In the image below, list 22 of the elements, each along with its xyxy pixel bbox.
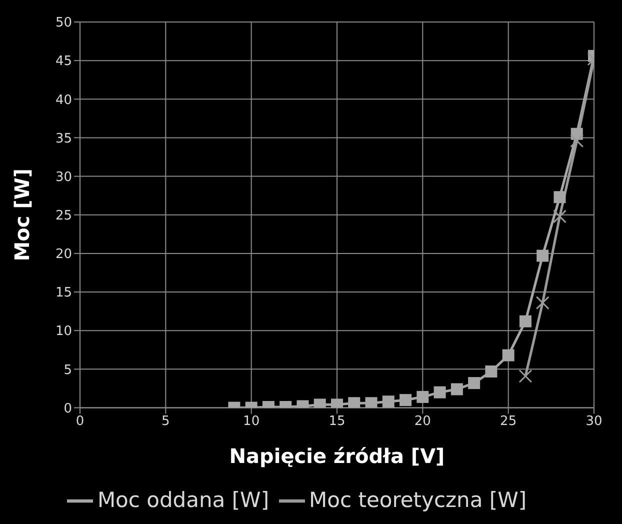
x-tick-label: 25	[500, 414, 517, 429]
x-tick-label: 0	[76, 414, 84, 429]
y-tick-label: 15	[55, 286, 72, 301]
x-tick-label: 20	[414, 414, 431, 429]
y-tick-label: 5	[64, 362, 72, 378]
y-tick-label: 0	[64, 401, 72, 416]
legend-label: Moc oddana [W]	[97, 488, 270, 512]
y-tick-label: 40	[55, 92, 72, 108]
y-tick-label: 50	[55, 16, 72, 31]
y-tick-label: 20	[55, 247, 72, 262]
y-tick-label: 35	[55, 131, 72, 146]
x-tick-label: 15	[328, 414, 346, 429]
y-tick-label: 10	[55, 324, 72, 340]
y-tick-label: 45	[55, 54, 72, 70]
y-axis-title: Moc [W]	[10, 168, 34, 262]
y-tick-label: 30	[55, 170, 72, 185]
x-axis-title: Napięcie źródła [V]	[229, 444, 445, 468]
x-tick-label: 30	[586, 414, 602, 429]
legend-label: Moc teoretyczna [W]	[309, 488, 527, 512]
y-tick-label: 25	[55, 208, 72, 224]
x-tick-label: 10	[243, 414, 260, 429]
x-tick-label: 5	[162, 414, 170, 429]
